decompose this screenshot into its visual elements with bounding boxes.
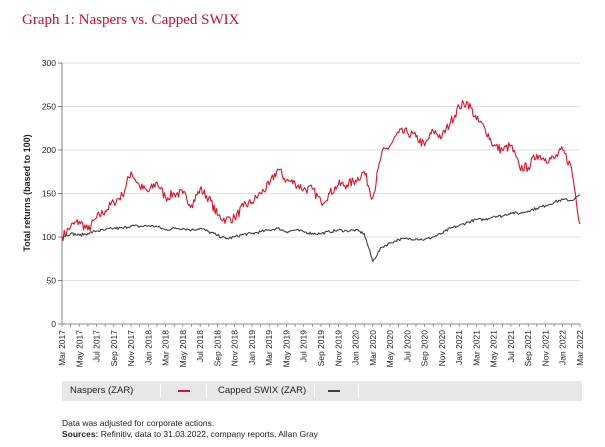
x-tick-label: Nov 2018 <box>230 330 240 367</box>
x-tick-label: May 2019 <box>281 330 291 368</box>
x-tick-label: Mar 2022 <box>575 330 585 366</box>
legend-divider <box>314 384 315 398</box>
x-tick-label: Nov 2017 <box>126 330 136 367</box>
axes-layer: 0 50 100 150 200 250 300 Mar 2017 May 2017 Jul 20… <box>42 58 585 367</box>
grid-layer <box>62 62 580 281</box>
x-tick-label: Jan 2019 <box>247 330 257 365</box>
note-sources: Sources: Refinitiv, data to 31.03.2022, … <box>62 429 318 439</box>
sources-label: Sources: <box>62 429 99 439</box>
y-axis-label: Total returns (based to 100) <box>22 134 32 251</box>
x-tick-label: Sep 2019 <box>316 330 326 367</box>
x-tick-label: Jul 2019 <box>299 330 309 362</box>
x-tick-label: Jan 2022 <box>558 330 568 365</box>
x-tick-label: Mar 2017 <box>57 330 67 366</box>
x-tick-label: May 2017 <box>74 330 84 368</box>
series-layer <box>61 100 581 262</box>
legend-label-naspers: Naspers (ZAR) <box>70 385 134 396</box>
x-tick-label: Nov 2019 <box>333 330 343 367</box>
x-tick-label: Jan 2021 <box>454 330 464 365</box>
x-tick-label: Jul 2017 <box>92 330 102 362</box>
y-tick-label: 150 <box>42 189 56 199</box>
x-tick-label: Mar 2018 <box>161 330 171 366</box>
x-tick-label: Sep 2017 <box>109 330 119 367</box>
legend-divider <box>358 384 359 398</box>
x-tick-label: Sep 2020 <box>420 330 430 367</box>
series-line-swix <box>62 194 581 262</box>
x-tick-label: Mar 2021 <box>471 330 481 366</box>
y-tick-label: 300 <box>42 58 56 68</box>
x-tick-label: May 2020 <box>385 330 395 368</box>
x-tick-label: May 2018 <box>178 330 188 368</box>
x-tick-label: Nov 2021 <box>540 330 550 367</box>
sources-text: Refinitiv, data to 31.03.2022, company r… <box>98 429 318 439</box>
y-tick-label: 50 <box>47 276 57 286</box>
y-tick-label: 250 <box>42 102 56 112</box>
legend-divider <box>160 384 161 398</box>
x-tick-label: Jan 2018 <box>143 330 153 365</box>
x-tick-label: May 2021 <box>489 330 499 368</box>
legend: Naspers (ZAR) Capped SWIX (ZAR) <box>62 381 582 401</box>
y-tick-label: 0 <box>51 319 56 329</box>
x-tick-label: Mar 2019 <box>264 330 274 366</box>
x-tick-label: Jul 2021 <box>506 330 516 362</box>
x-tick-label: Mar 2020 <box>368 330 378 366</box>
legend-label-swix: Capped SWIX (ZAR) <box>218 385 307 396</box>
x-tick-label: Jan 2020 <box>351 330 361 365</box>
legend-divider <box>206 384 207 398</box>
series-line-naspers <box>61 100 581 242</box>
legend-swatch-naspers <box>178 390 190 392</box>
x-tick-label: Sep 2021 <box>523 330 533 367</box>
x-tick-label: Jul 2020 <box>402 330 412 362</box>
legend-swatch-swix <box>328 390 340 392</box>
note-adjusted: Data was adjusted for corporate actions. <box>62 418 215 428</box>
x-tick-label: Sep 2018 <box>212 330 222 367</box>
x-tick-label: Jul 2018 <box>195 330 205 362</box>
chart-title: Graph 1: Naspers vs. Capped SWIX <box>22 12 240 28</box>
y-tick-label: 200 <box>42 145 56 155</box>
y-tick-label: 100 <box>42 232 56 242</box>
x-tick-label: Nov 2020 <box>437 330 447 367</box>
